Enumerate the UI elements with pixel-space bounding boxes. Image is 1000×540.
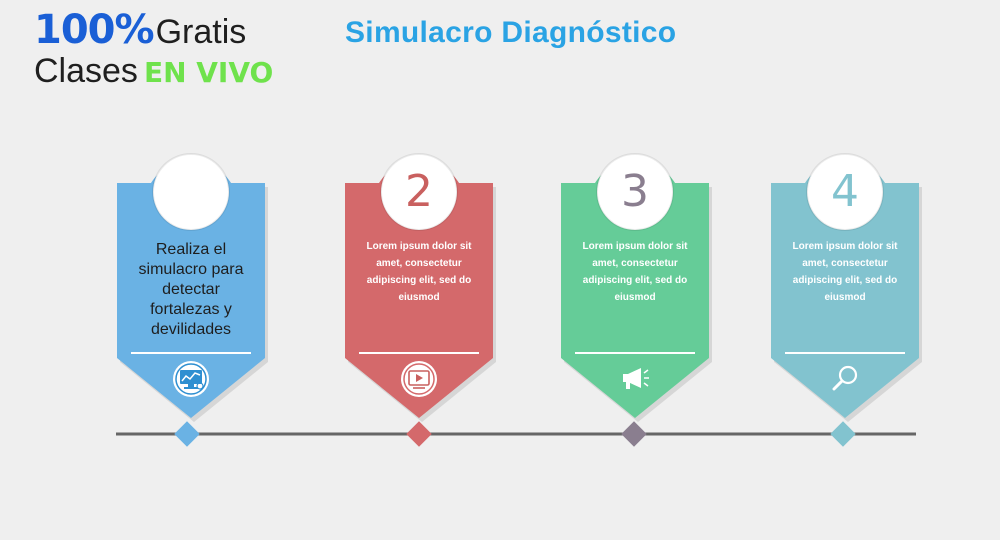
step-text: Lorem ipsum dolor sit amet, consectetur …: [366, 241, 472, 303]
monitor-chart-icon: [173, 361, 209, 397]
logo-en-vivo: EN VIVO: [143, 56, 274, 89]
step-shape: [771, 153, 922, 422]
video-play-icon: [401, 361, 437, 397]
number-circle: [152, 153, 230, 231]
number-circle: [806, 153, 884, 231]
step-card-1: 1 Realiza el simulacro para detectar for…: [117, 143, 268, 423]
brand-logo: 100%Gratis Clases EN VIVO: [34, 10, 294, 90]
step-text: Lorem ipsum dolor sit amet, consectetur …: [792, 241, 898, 303]
megaphone-icon: [623, 368, 649, 389]
logo-line-2: Clases EN VIVO: [34, 54, 273, 88]
timeline-marker-1: [174, 421, 200, 447]
step-text: Lorem ipsum dolor sit amet, consectetur …: [582, 241, 688, 303]
logo-line-1: 100%Gratis: [34, 10, 246, 50]
step-number: 3: [621, 166, 649, 217]
step-shape: [345, 153, 496, 422]
magnifier-icon: [832, 365, 858, 391]
logo-percent: 100%: [34, 7, 155, 53]
step-card-2: 2 Lorem ipsum dolor sit amet, consectetu…: [345, 143, 496, 423]
step-card-4: 4 Lorem ipsum dolor sit amet, consectetu…: [771, 143, 922, 423]
step-number: 2: [405, 166, 433, 217]
logo-clases: Clases: [34, 52, 138, 90]
step-text: Realiza el simulacro para detectar forta…: [138, 241, 244, 338]
number-circle: [596, 153, 674, 231]
page-title: Simulacro Diagnóstico: [345, 16, 677, 49]
timeline-marker-2: [406, 421, 432, 447]
step-number: 4: [831, 166, 859, 217]
step-shape: [117, 153, 268, 422]
timeline-marker-3: [621, 421, 647, 447]
step-shape: [561, 153, 712, 422]
number-circle: [380, 153, 458, 231]
timeline-marker-4: [830, 421, 856, 447]
step-card-3: 3 Lorem ipsum dolor sit amet, consectetu…: [561, 143, 712, 423]
logo-gratis: Gratis: [155, 13, 247, 51]
step-number: 1: [177, 166, 205, 217]
